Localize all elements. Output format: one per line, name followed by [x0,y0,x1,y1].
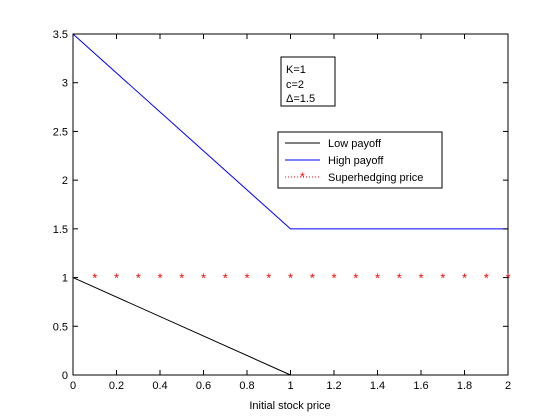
data-point-superhedging-price: * [136,271,141,286]
y-tick-label: 2 [62,175,68,187]
y-tick-label: 3.5 [53,29,68,41]
data-point-superhedging-price: * [440,271,445,286]
annotation-box: K=1 c=2 Δ=1.5 [280,56,336,107]
legend: Low payoff High payoff * Superhedging pr… [277,131,443,189]
x-tick-label: 0.8 [239,380,254,392]
data-point-superhedging-price: * [418,271,423,286]
series-line-low-payoff [72,277,291,376]
data-point-superhedging-price: * [114,271,119,286]
annotation-line-k: K=1 [286,64,306,76]
y-tick-label: 0 [62,370,68,382]
data-point-superhedging-price: * [288,271,293,286]
series-line-high-payoff [72,33,508,230]
data-point-superhedging-price: * [353,271,358,286]
y-tick-label: 3 [62,78,68,90]
x-tick-label: 1.4 [370,380,385,392]
x-tick-label: 0.4 [152,380,167,392]
data-point-superhedging-price: * [201,271,206,286]
x-tick-label: 1.8 [457,380,472,392]
data-point-superhedging-price: * [157,271,162,286]
data-point-superhedging-price: * [484,271,489,286]
data-point-superhedging-price: * [179,271,184,286]
data-point-superhedging-price: * [375,271,380,286]
data-point-superhedging-price: * [92,271,97,286]
y-tick-label: 1.5 [53,224,68,236]
data-point-superhedging-price: * [266,271,271,286]
data-point-superhedging-price: * [223,271,228,286]
legend-marker-superhedging-price: * [300,170,305,184]
legend-label-high-payoff: High payoff [328,155,384,167]
x-tick-label: 0.6 [196,380,211,392]
x-tick-label: 0 [70,380,76,392]
data-point-superhedging-price: * [310,271,315,286]
legend-label-low-payoff: Low payoff [328,138,382,150]
data-point-superhedging-price: * [244,271,249,286]
data-point-superhedging-price: * [331,271,336,286]
data-point-superhedging-price: * [462,271,467,286]
x-tick-label: 1.6 [413,380,428,392]
x-tick-label: 2 [505,380,511,392]
annotation-line-delta: Δ=1.5 [286,93,315,105]
x-tick-label: 1 [287,380,293,392]
annotation-line-c: c=2 [286,79,304,91]
x-tick-label: 1.2 [326,380,341,392]
data-point-superhedging-price: * [397,271,402,286]
x-axis-label: Initial stock price [249,400,330,412]
x-tick-label: 0.2 [109,380,124,392]
y-tick-label: 1 [62,273,68,285]
legend-label-superhedging-price: Superhedging price [328,172,423,184]
y-tick-label: 2.5 [53,126,68,138]
y-tick-label: 0.5 [53,321,68,333]
